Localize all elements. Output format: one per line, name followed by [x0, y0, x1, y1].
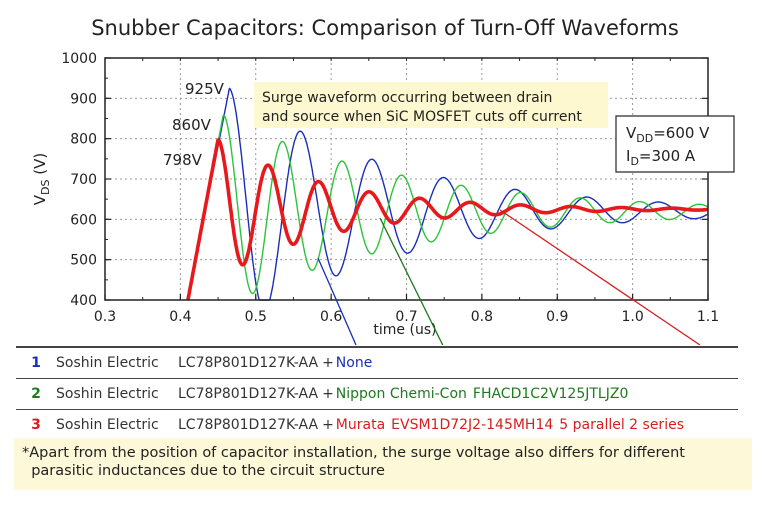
legend-extra-part: FHACD1C2V125JTLJZ0	[472, 386, 629, 402]
peak-label-red: 798V	[163, 151, 203, 169]
x-tick-label: 0.6	[320, 309, 342, 325]
legend-num: 3	[31, 417, 41, 433]
annotation-text-line: Surge waveform occurring between drain	[262, 90, 552, 106]
legend-part: LC78P801D127K-AA	[178, 386, 319, 402]
x-axis-label: time (us)	[373, 322, 436, 338]
y-tick-label: 600	[70, 212, 97, 228]
legend-extra: Nippon Chemi-Con	[335, 386, 467, 402]
legend-manufacturer: Soshin Electric	[56, 417, 159, 433]
condition-vdd: VDD=600 V	[626, 124, 710, 145]
chart-title: Snubber Capacitors: Comparison of Turn-O…	[91, 16, 679, 40]
y-axis-label: VDS (V)	[31, 153, 52, 205]
footnote-line-2: parasitic inductances due to the circuit…	[22, 463, 385, 479]
x-tick-label: 0.9	[546, 309, 568, 325]
legend-extra-part: EVSM1D72J2-145MH14	[391, 417, 554, 433]
axis-ticks: 0.3 0.4 0.5 0.6 0.7 0.8 0.9 1.0 1.1 400 500 600 700 8…	[31, 51, 719, 338]
legend-table: 1 Soshin Electric LC78P801D127K-AA + Non…	[16, 346, 738, 442]
y-tick-label: 900	[70, 91, 97, 107]
peak-label-blue: 925V	[185, 80, 225, 98]
y-tick-label: 800	[70, 132, 97, 148]
annotations: 925V 860V 798V Surge waveform occurring bet…	[163, 80, 735, 345]
chart-plot: 0.3 0.4 0.5 0.6 0.7 0.8 0.9 1.0 1.1 400 500 600 700 8…	[31, 51, 735, 345]
y-tick-label: 400	[70, 293, 97, 309]
leader-line-blue	[317, 257, 357, 345]
legend-extra: Murata	[335, 417, 386, 433]
leader-line-red	[499, 209, 701, 345]
footnote: *Apart from the position of capacitor in…	[14, 438, 752, 490]
x-tick-label: 0.8	[471, 309, 493, 325]
annotation-text-line: and source when SiC MOSFET cuts off curr…	[262, 109, 582, 125]
y-tick-label: 700	[70, 172, 97, 188]
legend-row-1: 1 Soshin Electric LC78P801D127K-AA + Non…	[16, 346, 738, 379]
series-layer	[186, 87, 710, 301]
legend-manufacturer: Soshin Electric	[56, 386, 159, 402]
legend-plus: +	[322, 355, 334, 371]
x-tick-label: 0.3	[94, 309, 116, 325]
conditions-box	[615, 115, 735, 173]
legend-plus: +	[322, 386, 334, 402]
legend-manufacturer: Soshin Electric	[56, 355, 159, 371]
y-tick-label: 500	[70, 253, 97, 269]
x-tick-label: 1.0	[621, 309, 643, 325]
series-red-line	[186, 138, 710, 301]
y-tick-label: 1000	[61, 51, 97, 67]
condition-id: ID=300 A	[626, 147, 696, 168]
leader-line-green	[379, 217, 444, 345]
legend-num: 2	[31, 386, 41, 402]
x-tick-label: 0.4	[169, 309, 191, 325]
legend-num: 1	[31, 355, 41, 371]
x-tick-label: 0.7	[395, 309, 417, 325]
x-tick-label: 1.1	[697, 309, 719, 325]
series-blue-line	[187, 87, 709, 301]
annotation-box	[254, 82, 608, 128]
series-green-line	[187, 114, 709, 301]
legend-extra-config: 5 parallel 2 series	[559, 417, 684, 433]
footnote-line-1: *Apart from the position of capacitor in…	[22, 445, 685, 461]
legend-part: LC78P801D127K-AA	[178, 355, 319, 371]
legend-extra: None	[335, 355, 373, 371]
x-tick-label: 0.5	[245, 309, 267, 325]
legend-part: LC78P801D127K-AA	[178, 417, 319, 433]
legend-row-2: 2 Soshin Electric LC78P801D127K-AA + Nip…	[16, 379, 738, 410]
legend-plus: +	[322, 417, 334, 433]
peak-label-green: 860V	[172, 116, 212, 134]
